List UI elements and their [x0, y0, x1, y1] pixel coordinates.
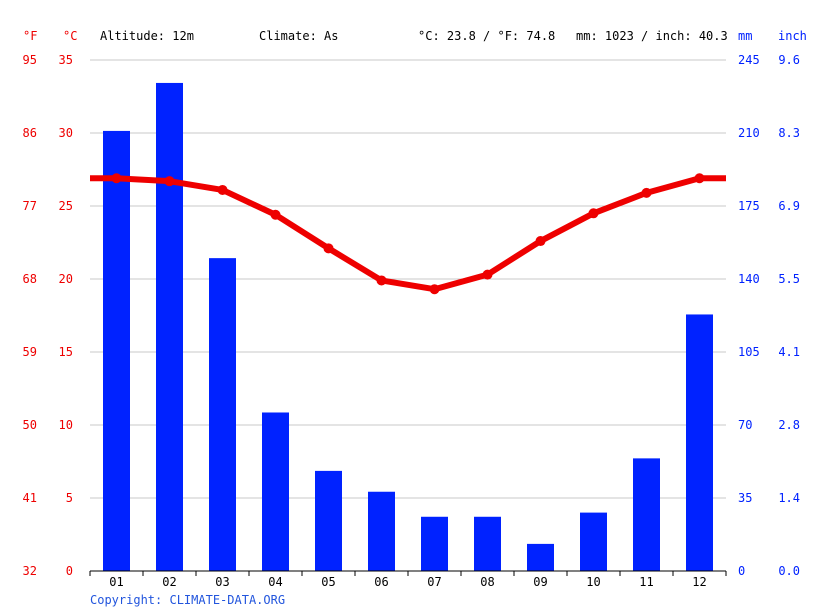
- y-tick-label-inch: 6.9: [778, 199, 800, 213]
- y-tick-label-fahrenheit: 41: [23, 491, 37, 505]
- x-tick-label: 09: [533, 575, 547, 589]
- x-tick-label: 04: [268, 575, 282, 589]
- temperature-point: [323, 243, 334, 254]
- precipitation-bar: [580, 512, 607, 571]
- y-tick-label-inch: 9.6: [778, 53, 800, 67]
- x-tick-label: 07: [427, 575, 441, 589]
- temperature-line-path: [90, 175, 726, 293]
- x-tick-label: 03: [215, 575, 229, 589]
- precipitation-bars: [103, 82, 713, 571]
- y-tick-label-fahrenheit: 77: [23, 199, 37, 213]
- celsius-unit-label: °C: [63, 29, 77, 43]
- y-tick-label-celsius: 35: [59, 53, 73, 67]
- x-tick-label: 05: [321, 575, 335, 589]
- y-tick-label-celsius: 25: [59, 199, 73, 213]
- precipitation-bar: [686, 314, 713, 571]
- precipitation-bar: [156, 82, 183, 571]
- temperature-point: [111, 173, 122, 184]
- y-tick-label-fahrenheit: 32: [23, 564, 37, 578]
- y-tick-label-mm: 140: [738, 272, 760, 286]
- y-tick-label-fahrenheit: 95: [23, 53, 37, 67]
- x-tick-label: 08: [480, 575, 494, 589]
- temperature-point: [694, 173, 705, 184]
- x-tick-label: 12: [692, 575, 706, 589]
- x-tick-label: 02: [162, 575, 176, 589]
- altitude-label: Altitude: 12m: [100, 29, 194, 43]
- copyright-link[interactable]: Copyright: CLIMATE-DATA.ORG: [90, 593, 285, 607]
- x-tick-label: 01: [109, 575, 123, 589]
- y-tick-label-celsius: 5: [66, 491, 73, 505]
- climate-label: Climate: As: [259, 29, 338, 43]
- precipitation-bar: [262, 412, 289, 571]
- temperature-point: [535, 236, 546, 247]
- precipitation-bar: [421, 516, 448, 571]
- y-tick-label-mm: 35: [738, 491, 752, 505]
- temperature-point: [270, 209, 281, 220]
- temperature-point: [588, 208, 599, 219]
- y-tick-label-inch: 1.4: [778, 491, 800, 505]
- y-tick-label-mm: 210: [738, 126, 760, 140]
- y-tick-label-mm: 105: [738, 345, 760, 359]
- y-tick-label-inch: 8.3: [778, 126, 800, 140]
- temperature-point: [164, 176, 175, 187]
- temperature-average-label: °C: 23.8 / °F: 74.8: [418, 29, 555, 43]
- inch-unit-label: inch: [778, 29, 807, 43]
- temperature-point: [376, 275, 387, 286]
- y-tick-label-mm: 175: [738, 199, 760, 213]
- tick-labels: 32 0 41 5 50 10 59 15 68 20 77 25 86 30 95 35 0 0.0 35 1.4 7…: [23, 53, 800, 589]
- temperature-point: [641, 187, 652, 198]
- x-tick-label: 10: [586, 575, 600, 589]
- y-tick-label-mm: 0: [738, 564, 745, 578]
- y-tick-label-celsius: 0: [66, 564, 73, 578]
- mm-unit-label: mm: [738, 29, 752, 43]
- y-tick-label-celsius: 10: [59, 418, 73, 432]
- precipitation-bar: [315, 470, 342, 571]
- y-tick-label-celsius: 30: [59, 126, 73, 140]
- y-tick-label-inch: 5.5: [778, 272, 800, 286]
- y-tick-label-inch: 4.1: [778, 345, 800, 359]
- precipitation-bar: [633, 458, 660, 571]
- y-tick-label-fahrenheit: 86: [23, 126, 37, 140]
- y-tick-label-celsius: 15: [59, 345, 73, 359]
- gridlines: [90, 59, 726, 499]
- temperature-point: [482, 269, 493, 280]
- y-tick-label-mm: 245: [738, 53, 760, 67]
- precipitation-total-label: mm: 1023 / inch: 40.3: [576, 29, 728, 43]
- y-tick-label-fahrenheit: 68: [23, 272, 37, 286]
- temperature-point: [217, 184, 228, 195]
- fahrenheit-unit-label: °F: [23, 29, 37, 43]
- y-tick-label-fahrenheit: 50: [23, 418, 37, 432]
- y-tick-label-inch: 2.8: [778, 418, 800, 432]
- axes: [89, 570, 727, 576]
- y-tick-label-fahrenheit: 59: [23, 345, 37, 359]
- x-tick-label: 11: [639, 575, 653, 589]
- y-tick-label-mm: 70: [738, 418, 752, 432]
- temperature-point: [429, 284, 440, 295]
- y-tick-label-celsius: 20: [59, 272, 73, 286]
- precipitation-bar: [103, 130, 130, 571]
- temperature-line: [90, 173, 726, 295]
- precipitation-bar: [474, 516, 501, 571]
- x-tick-label: 06: [374, 575, 388, 589]
- precipitation-bar: [209, 258, 236, 571]
- y-tick-label-inch: 0.0: [778, 564, 800, 578]
- precipitation-bar: [368, 491, 395, 571]
- precipitation-bar: [527, 543, 554, 571]
